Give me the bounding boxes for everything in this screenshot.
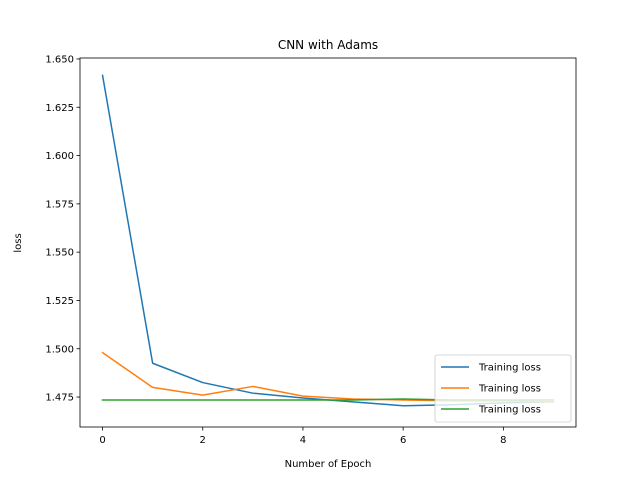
legend-label-3: Training loss <box>478 405 541 416</box>
y-tick-label: 1.600 <box>45 151 74 162</box>
x-tick-label: 0 <box>99 435 105 446</box>
x-tick-label: 2 <box>200 435 206 446</box>
y-tick-label: 1.500 <box>45 344 74 355</box>
y-tick-label: 1.575 <box>45 199 74 210</box>
y-tick-label: 1.650 <box>45 54 74 65</box>
x-axis-title: Number of Epoch <box>285 459 372 470</box>
x-tick-label: 6 <box>400 435 406 446</box>
chart-title: CNN with Adams <box>278 38 378 52</box>
legend-label-2: Training loss <box>478 384 541 395</box>
legend-label-1: Training loss <box>478 363 541 374</box>
legend: Training loss Training loss Training loss <box>434 354 572 423</box>
x-tick-label: 4 <box>300 435 306 446</box>
legend-box <box>434 354 572 423</box>
plot-frame <box>79 57 577 428</box>
y-tick-label: 1.525 <box>45 296 74 307</box>
y-tick-label: 1.550 <box>45 248 74 259</box>
x-axis: 0 2 4 6 8 <box>99 427 507 446</box>
y-axis-title: loss <box>13 233 24 252</box>
y-tick-label: 1.625 <box>45 103 74 114</box>
y-tick-label: 1.475 <box>45 393 74 404</box>
y-axis: 1.475 1.500 1.525 1.550 1.575 1.600 1.625 1.650 <box>45 54 80 404</box>
x-tick-label: 8 <box>500 435 506 446</box>
